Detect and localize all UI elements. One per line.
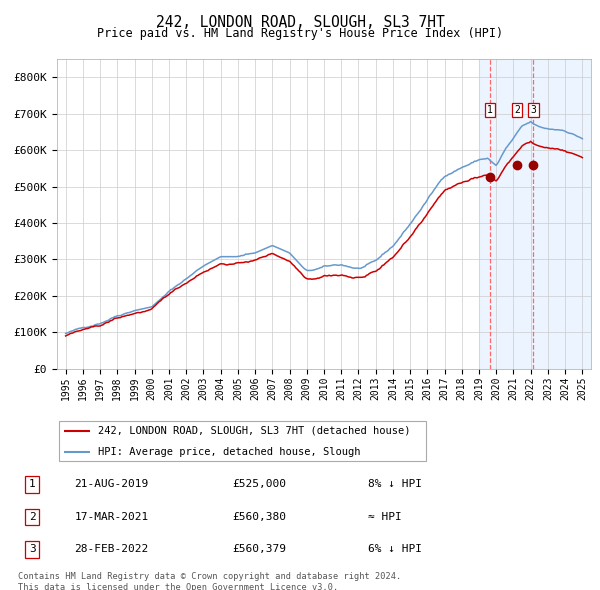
Bar <box>479 59 591 369</box>
FancyBboxPatch shape <box>59 421 427 461</box>
Text: 6% ↓ HPI: 6% ↓ HPI <box>368 545 422 554</box>
Text: 242, LONDON ROAD, SLOUGH, SL3 7HT (detached house): 242, LONDON ROAD, SLOUGH, SL3 7HT (detac… <box>98 426 410 436</box>
Text: £560,379: £560,379 <box>232 545 286 554</box>
Text: 21-AUG-2019: 21-AUG-2019 <box>74 480 149 489</box>
Text: 17-MAR-2021: 17-MAR-2021 <box>74 512 149 522</box>
Text: 1: 1 <box>29 480 35 489</box>
Text: 1: 1 <box>487 105 493 115</box>
Text: 3: 3 <box>29 545 35 554</box>
Text: 28-FEB-2022: 28-FEB-2022 <box>74 545 149 554</box>
Text: 8% ↓ HPI: 8% ↓ HPI <box>368 480 422 489</box>
Text: ≈ HPI: ≈ HPI <box>368 512 401 522</box>
Text: Price paid vs. HM Land Registry's House Price Index (HPI): Price paid vs. HM Land Registry's House … <box>97 27 503 40</box>
Text: £525,000: £525,000 <box>232 480 286 489</box>
Text: 3: 3 <box>530 105 536 115</box>
Text: 2: 2 <box>29 512 35 522</box>
Text: HPI: Average price, detached house, Slough: HPI: Average price, detached house, Slou… <box>98 447 361 457</box>
Text: Contains HM Land Registry data © Crown copyright and database right 2024.
This d: Contains HM Land Registry data © Crown c… <box>18 572 401 590</box>
Text: £560,380: £560,380 <box>232 512 286 522</box>
Text: 2: 2 <box>514 105 520 115</box>
Text: 242, LONDON ROAD, SLOUGH, SL3 7HT: 242, LONDON ROAD, SLOUGH, SL3 7HT <box>155 15 445 30</box>
